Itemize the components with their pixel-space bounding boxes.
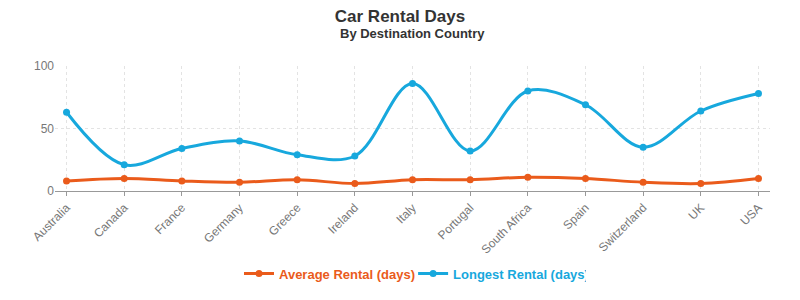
svg-text:Greece: Greece xyxy=(266,201,304,239)
svg-text:Italy: Italy xyxy=(393,201,418,226)
svg-text:By Destination Country: By Destination Country xyxy=(340,26,485,41)
svg-text:Germany: Germany xyxy=(201,201,246,246)
svg-text:Portugal: Portugal xyxy=(435,201,477,243)
svg-text:USA: USA xyxy=(737,201,764,228)
svg-text:Spain: Spain xyxy=(560,201,592,233)
svg-text:Switzerland: Switzerland xyxy=(596,201,650,255)
svg-text:Longest Rental (days): Longest Rental (days) xyxy=(453,267,586,282)
svg-text:Car Rental Days: Car Rental Days xyxy=(335,7,465,26)
svg-text:50: 50 xyxy=(41,122,55,136)
svg-text:Canada: Canada xyxy=(91,201,131,241)
svg-text:UK: UK xyxy=(685,201,707,223)
svg-text:0: 0 xyxy=(47,184,54,198)
svg-text:Ireland: Ireland xyxy=(325,201,361,237)
svg-text:100: 100 xyxy=(34,59,54,73)
svg-text:Average Rental (days): Average Rental (days) xyxy=(279,267,415,282)
svg-text:Australia: Australia xyxy=(30,201,73,244)
svg-text:South Africa: South Africa xyxy=(479,201,535,257)
svg-text:France: France xyxy=(152,201,189,238)
